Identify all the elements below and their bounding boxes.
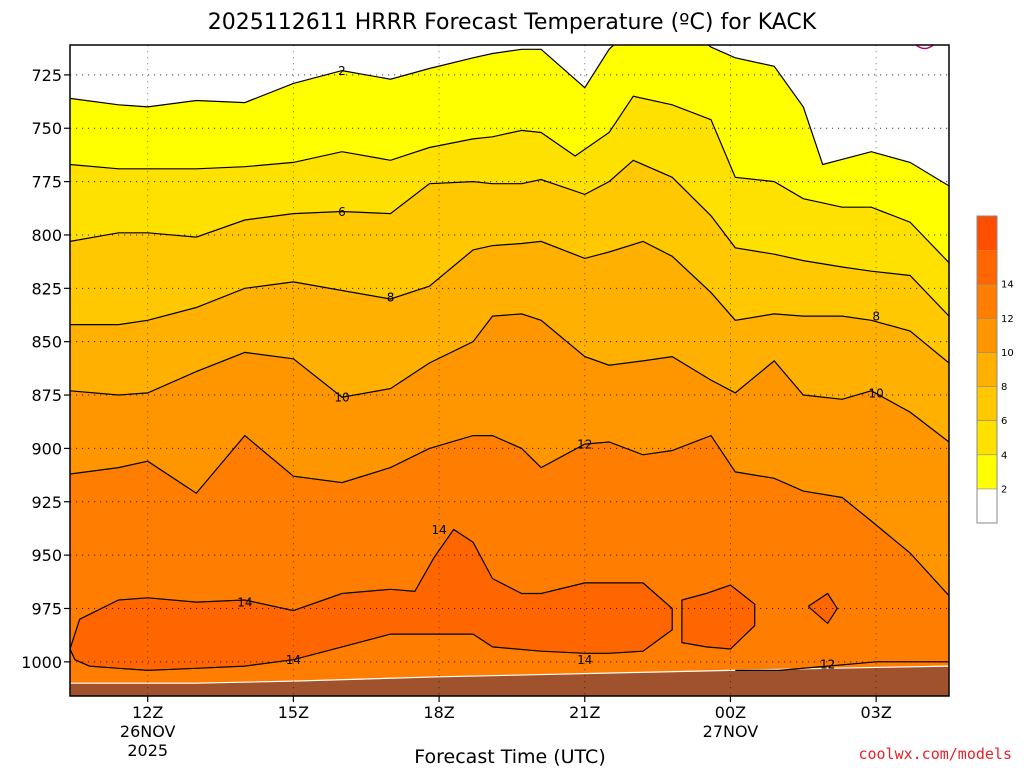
y-tick-label-825: 825 bbox=[31, 279, 62, 298]
y-tick-label-775: 775 bbox=[31, 173, 62, 192]
isotherm-label-12-9: 12 bbox=[820, 657, 835, 671]
colorbar-label-10: 10 bbox=[1001, 348, 1014, 359]
x-tick-label-03Z: 03Z bbox=[860, 703, 891, 722]
plot-frame bbox=[69, 44, 950, 697]
y-tick-label-750: 750 bbox=[31, 119, 62, 138]
y-tick-label-875: 875 bbox=[31, 386, 62, 405]
colorbar-swatch-3 bbox=[977, 386, 997, 421]
colorbar-swatch-8 bbox=[977, 216, 997, 251]
x-axis-label: Forecast Time (UTC) bbox=[414, 746, 605, 768]
chart-title: 2025112611 HRRR Forecast Temperature (ºC… bbox=[208, 10, 817, 35]
band-core-14-2 bbox=[681, 585, 755, 649]
isotherm-line-14-6 bbox=[70, 528, 673, 672]
x-tick-label-12Z: 12Z bbox=[132, 703, 163, 722]
isotherm-label-extra-4: 10 bbox=[869, 386, 884, 400]
isotherm-line-12-5 bbox=[70, 434, 949, 597]
colorbar-swatch-2 bbox=[977, 420, 997, 455]
colorbar-swatch-1 bbox=[977, 454, 997, 489]
colorbar-label-2: 2 bbox=[1001, 484, 1007, 495]
isotherm-lines bbox=[70, 45, 949, 672]
x-tick-year-12Z: 2025 bbox=[127, 741, 168, 760]
x-tick-label-00Z: 00Z bbox=[715, 703, 746, 722]
colorbar-swatch-0 bbox=[977, 488, 997, 523]
terrain-surface bbox=[70, 665, 949, 696]
colorbar-swatch-4 bbox=[977, 352, 997, 387]
isotherm-label-12-5: 12 bbox=[577, 438, 592, 452]
y-tick-label-950: 950 bbox=[31, 546, 62, 565]
x-tick-date-12Z: 26NOV bbox=[120, 722, 176, 741]
y-tick-label-975: 975 bbox=[31, 599, 62, 618]
credit-text: coolwx.com/models bbox=[858, 745, 1012, 763]
isotherm-label-6-2: 6 bbox=[338, 205, 346, 219]
y-tick-label-850: 850 bbox=[31, 333, 62, 352]
plot-area: 2 6 8 10 12 14 12 14 14 14 8 10 bbox=[70, 45, 949, 696]
colorbar-label-12: 12 bbox=[1001, 314, 1014, 325]
colorbar-frame bbox=[976, 215, 998, 524]
y-tick-label-925: 925 bbox=[31, 493, 62, 512]
colorbar-label-4: 4 bbox=[1001, 450, 1007, 461]
y-tick-label-800: 800 bbox=[31, 226, 62, 245]
colorbar-legend: 2 4 6 8 10 12 14 bbox=[976, 215, 1014, 524]
isotherm-label-10-4: 10 bbox=[334, 391, 349, 405]
isotherm-line-14-7 bbox=[681, 584, 756, 650]
isotherm-line-6-2 bbox=[70, 159, 949, 317]
isotherm-line-4-1 bbox=[70, 95, 949, 264]
y-tick-label-1000: 1000 bbox=[21, 653, 62, 672]
isotherm-label-extra-3: 8 bbox=[872, 310, 880, 324]
x-tick-label-18Z: 18Z bbox=[423, 703, 454, 722]
colorbar-label-6: 6 bbox=[1001, 416, 1007, 427]
isotherm-label-14-6: 14 bbox=[431, 523, 446, 537]
x-tick-label-21Z: 21Z bbox=[569, 703, 600, 722]
isotherm-line-2-0 bbox=[70, 45, 949, 187]
isotherm-label-2-0: 2 bbox=[338, 64, 346, 78]
isotherm-label-extra-1: 14 bbox=[286, 653, 301, 667]
x-tick-date-00Z: 27NOV bbox=[703, 722, 759, 741]
colorbar-swatch-6 bbox=[977, 284, 997, 319]
colorbar-swatch-5 bbox=[977, 318, 997, 353]
band-core-14-3 bbox=[808, 593, 838, 624]
colorbar-swatch-7 bbox=[977, 250, 997, 285]
temperature-fill-bands bbox=[70, 45, 949, 696]
band-core-14-1 bbox=[70, 529, 673, 671]
isotherm-labels: 2 6 8 10 12 14 12 14 14 14 8 10 bbox=[237, 64, 884, 671]
surface-ground bbox=[70, 665, 949, 696]
y-tick-label-725: 725 bbox=[31, 66, 62, 85]
isotherm-label-8-3: 8 bbox=[387, 290, 395, 304]
isotherm-line-14-8 bbox=[807, 592, 839, 625]
colorbar-label-8: 8 bbox=[1001, 382, 1007, 393]
x-tick-label-15Z: 15Z bbox=[278, 703, 309, 722]
y-tick-label-900: 900 bbox=[31, 439, 62, 458]
isotherm-label-extra-0: 14 bbox=[237, 596, 252, 610]
colorbar-label-14: 14 bbox=[1001, 280, 1014, 291]
y-axis-pressure: 725 750 775 800 825 850 875 900 925 950 975 1000 bbox=[21, 66, 70, 672]
isotherm-label-extra-2: 14 bbox=[577, 653, 592, 667]
isotherm-line-12-9 bbox=[735, 661, 949, 671]
isotherm-line-10-4 bbox=[70, 313, 949, 443]
isotherm-line-8-3 bbox=[70, 240, 949, 364]
